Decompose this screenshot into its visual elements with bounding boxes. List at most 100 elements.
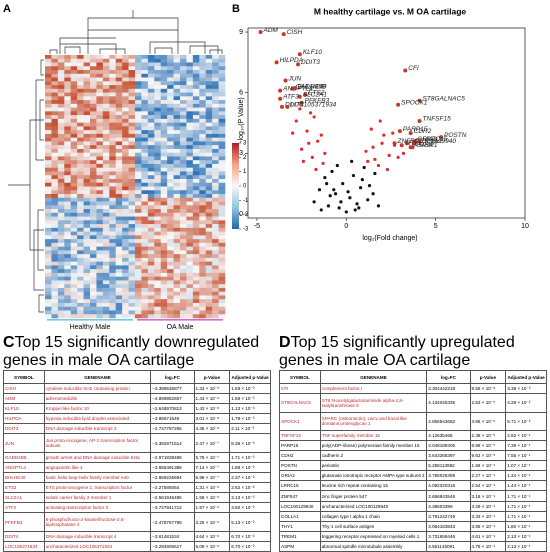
heatmap-cell — [70, 70, 78, 75]
heatmap-cell — [212, 254, 219, 259]
heatmap-cell — [135, 163, 142, 169]
heatmap-cell — [141, 310, 149, 315]
gene-label: LRRC15 — [423, 136, 448, 143]
heatmap-cell — [70, 133, 78, 138]
heatmap-cell — [51, 66, 59, 71]
heatmap-cell — [90, 107, 97, 112]
gene-label: CFI — [408, 65, 419, 72]
heatmap-cell — [115, 242, 123, 247]
heatmap-cell — [180, 280, 187, 285]
heatmap-cell — [141, 295, 149, 300]
heatmap-cell — [180, 175, 187, 180]
heatmap-cell — [154, 55, 162, 60]
table-row: TNFSF15 TNF superfamily member 15 4.126354… — [279, 430, 547, 442]
heatmap-cell — [192, 239, 200, 244]
heatmap-cell — [109, 235, 117, 240]
heatmap-cell — [205, 85, 213, 90]
heatmap-cell — [154, 261, 162, 266]
heatmap-cell — [173, 141, 181, 146]
heatmap-cell — [180, 310, 187, 315]
heatmap-cell — [83, 276, 91, 281]
heatmap-cell — [147, 276, 155, 281]
heatmap-cell — [64, 186, 72, 191]
heatmap-cell — [212, 148, 219, 153]
heatmap-cell — [154, 58, 162, 63]
heatmap-cell — [64, 302, 72, 308]
heatmap-cell — [122, 163, 129, 169]
table-row: ADM adrenomedullin −4.869952657 1.43 × 10⁻⁹… — [3, 393, 271, 405]
heatmap-cell — [167, 190, 174, 195]
table-cell: KLF10 — [3, 403, 45, 415]
heatmap-cell — [186, 145, 194, 150]
heatmap-cell — [135, 231, 142, 236]
heatmap-cell — [199, 197, 207, 202]
heatmap-cell — [147, 103, 155, 108]
heatmap-cell — [115, 284, 123, 289]
heatmap-cell — [147, 122, 155, 127]
heatmap-cell — [160, 103, 168, 108]
heatmap-cell — [90, 141, 97, 146]
heatmap-cell — [122, 73, 129, 78]
heatmap-cell — [173, 272, 181, 277]
heatmap-cell — [57, 130, 65, 135]
gene-label: COL1A1 — [417, 138, 442, 145]
heatmap-cell — [192, 126, 200, 131]
heatmap-cell — [135, 276, 142, 281]
point — [376, 163, 381, 168]
heatmap-cell — [141, 246, 149, 251]
heatmap-cell — [57, 272, 65, 277]
heatmap-cell — [180, 81, 187, 86]
point — [362, 165, 366, 170]
heatmap-cell — [192, 171, 200, 176]
heatmap-cell — [115, 111, 123, 116]
heatmap-cell — [180, 302, 187, 308]
heatmap-cell — [64, 231, 72, 236]
heatmap-cell — [173, 306, 181, 311]
heatmap-cell — [83, 58, 91, 63]
heatmap-cell — [90, 111, 97, 116]
heatmap-cell — [135, 171, 142, 176]
heatmap-cell — [64, 66, 72, 71]
heatmap-cell — [154, 190, 162, 195]
gene-point — [396, 102, 401, 107]
heatmap-cell — [135, 77, 142, 82]
table-cell: glutamate ionotropic receptor AMPA type … — [319, 470, 428, 482]
heatmap-cell — [141, 216, 149, 221]
table-cell: SLC2A1 — [3, 492, 45, 504]
heatmap-cell — [57, 250, 65, 255]
heatmap-cell — [51, 224, 59, 229]
heatmap-cell — [64, 62, 72, 67]
heatmap-cell — [192, 122, 200, 127]
heatmap-cell — [173, 239, 181, 244]
heatmap-cell — [102, 257, 110, 262]
heatmap-cell — [173, 235, 181, 240]
heatmap-cell — [64, 220, 72, 225]
heatmap-cell — [128, 186, 136, 191]
heatmap-cell — [218, 58, 226, 63]
heatmap-cell — [83, 103, 91, 108]
heatmap-cell — [154, 235, 162, 240]
heatmap-cell — [173, 156, 181, 161]
heatmap-cell — [70, 88, 78, 93]
heatmap-cell — [160, 250, 168, 255]
table-cell: 6-phosphofructo-2-kinase/fructose-2,6-bi… — [43, 512, 152, 532]
heatmap-cell — [128, 235, 136, 240]
table-cell: 1.71 × 10⁻¹ — [505, 500, 547, 512]
heatmap-cell — [90, 254, 97, 259]
heatmap-cell — [77, 58, 84, 63]
heatmap-cell — [115, 314, 123, 319]
table-row: COL1A1 collagen type I alpha 1 chain 3.791… — [279, 510, 547, 522]
heatmap-cell — [83, 141, 91, 146]
heatmap-cell — [70, 81, 78, 86]
heatmap-cell — [96, 280, 104, 285]
table-cell: 2.656843548 — [426, 490, 471, 502]
heatmap-cell — [173, 85, 181, 90]
heatmap-cell — [57, 103, 65, 108]
heatmap-cell — [147, 115, 155, 120]
heatmap-cell — [186, 126, 194, 131]
heatmap-cell — [90, 269, 97, 274]
gene-point — [278, 96, 283, 101]
heatmap-cell — [135, 85, 142, 90]
heatmap-cell — [128, 163, 136, 169]
heatmap-cell — [70, 295, 78, 300]
